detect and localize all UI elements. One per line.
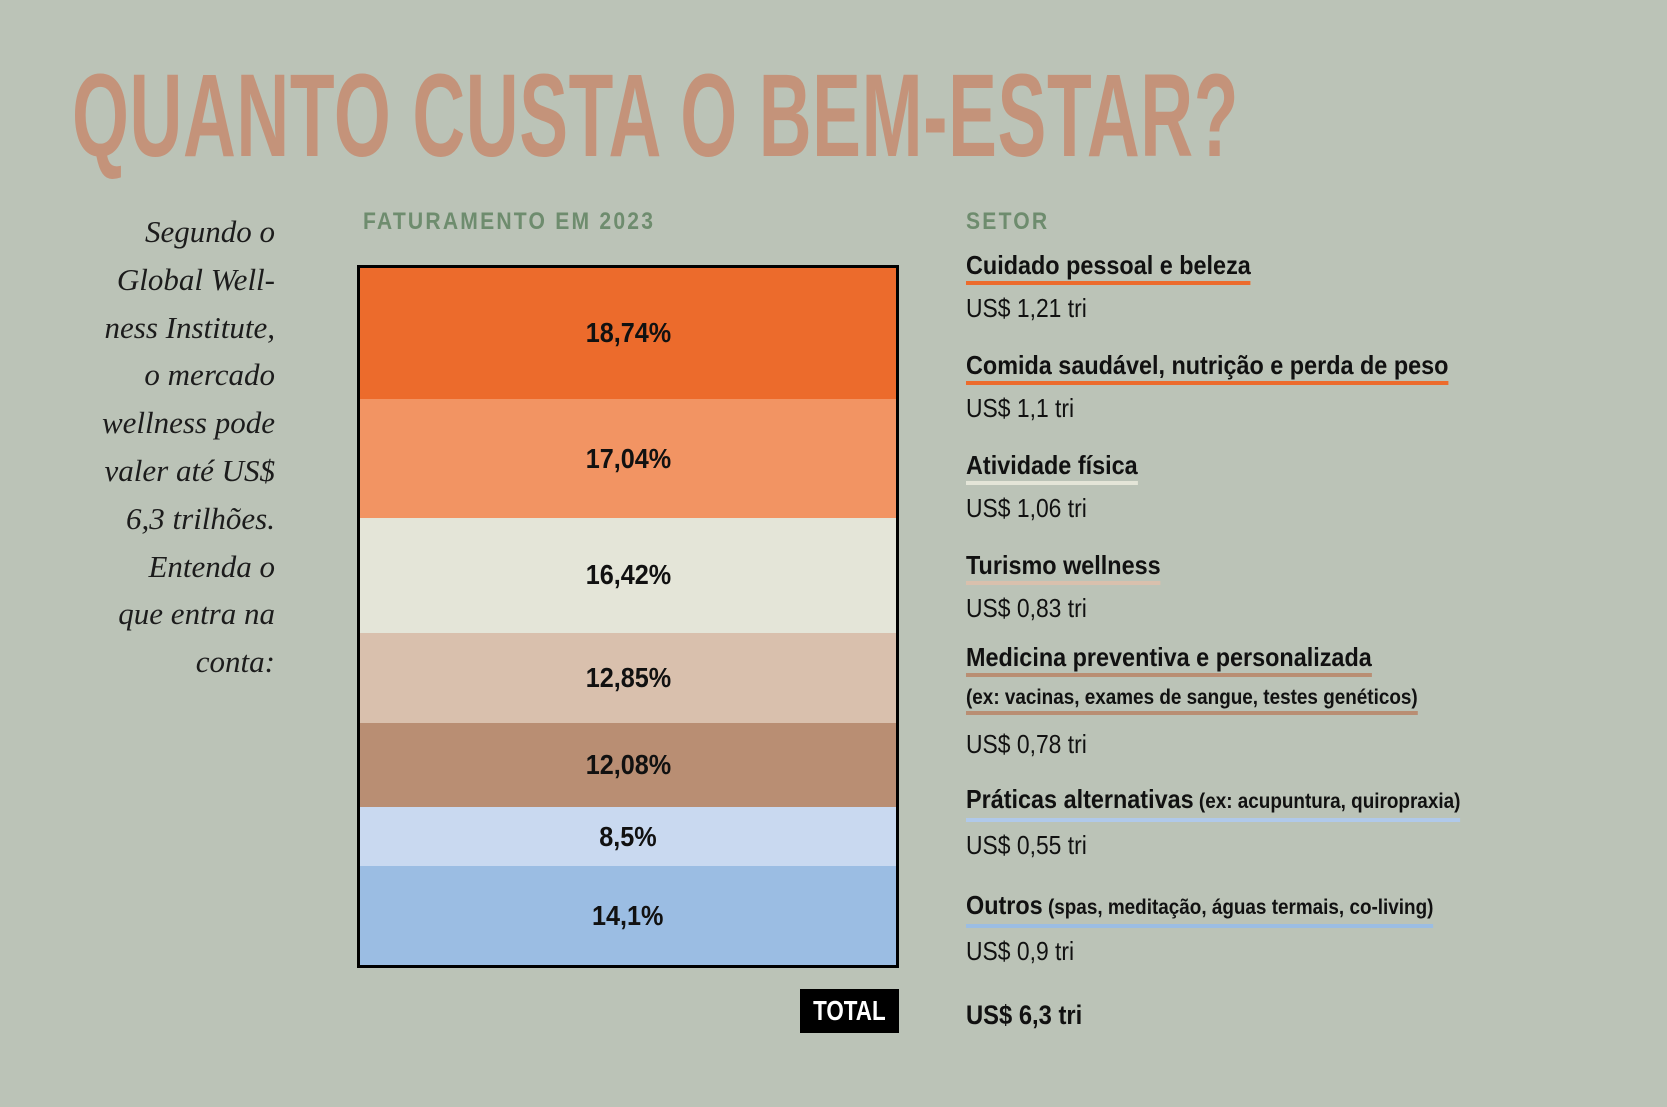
sector-name-text: Turismo wellness: [966, 550, 1161, 580]
sector-item: Atividade física US$ 1,06 tri: [966, 450, 1157, 523]
data-label: 18,74%: [585, 317, 671, 349]
sector-name-text: Cuidado pessoal e beleza: [966, 250, 1251, 280]
sector-note: (ex: acupuntura, quiropraxia): [1193, 790, 1461, 813]
sector-name: Medicina preventiva e personalizada: [966, 642, 1372, 677]
sector-item: Comida saudável, nutrição e perda de pes…: [966, 350, 1502, 423]
sector-item: Turismo wellness US$ 0,83 tri: [966, 550, 1182, 623]
intro-line: Global Well-: [116, 261, 275, 297]
bar-segment: 12,85%: [360, 632, 896, 723]
intro-line: conta:: [195, 644, 275, 680]
sector-name-text: Atividade física: [966, 450, 1138, 480]
total-value: US$ 6,3 tri: [966, 1000, 1083, 1030]
data-label: 12,08%: [585, 748, 671, 780]
intro-line: wellness pode: [101, 405, 275, 441]
sector-name-text: Outros: [966, 890, 1043, 920]
intro-text: Segundo o Global Well-ness Institute, o me…: [40, 208, 275, 686]
data-label: 14,1%: [592, 899, 664, 931]
sector-name: Outros (spas, meditação, águas termais, …: [966, 890, 1434, 928]
sector-item: Cuidado pessoal e beleza US$ 1,21 tri: [966, 250, 1282, 323]
data-label: 8,5%: [599, 820, 657, 852]
page-title: QUANTO CUSTA O BEM-ESTAR?: [72, 50, 1240, 182]
sector-value: US$ 1,1 tri: [966, 393, 1075, 423]
bar-segment: 14,1%: [360, 866, 896, 965]
sector-name-text: Medicina preventiva e personalizada: [966, 642, 1372, 672]
sector-name-text: Comida saudável, nutrição e perda de pes…: [966, 350, 1449, 380]
data-label: 17,04%: [585, 442, 671, 474]
intro-line: valer até US$: [104, 452, 275, 488]
sector-name: Turismo wellness: [966, 550, 1161, 585]
sector-value: US$ 0,9 tri: [966, 936, 1075, 966]
bar-segment: 8,5%: [360, 807, 896, 867]
sector-name: Cuidado pessoal e beleza: [966, 250, 1251, 285]
sector-note: (spas, meditação, águas termais, co-livi…: [1042, 896, 1434, 919]
bar-segment: 16,42%: [360, 518, 896, 633]
sector-name-text: Práticas alternativas: [966, 784, 1194, 814]
sector-name: Práticas alternativas (ex: acupuntura, q…: [966, 784, 1461, 822]
intro-line: 6,3 trilhões.: [126, 500, 275, 536]
intro-line: que entra na: [118, 596, 275, 632]
sector-name: Atividade física: [966, 450, 1138, 485]
sector-value: US$ 1,06 tri: [966, 493, 1087, 523]
sector-item: Outros (spas, meditação, águas termais, …: [966, 890, 1485, 966]
intro-line: ness Institute,: [104, 309, 276, 345]
bar-segment: 18,74%: [360, 268, 896, 399]
bar-segment: 17,04%: [360, 398, 896, 519]
intro-line: Entenda o: [148, 548, 275, 584]
sector-value: US$ 0,78 tri: [966, 729, 1087, 759]
total-badge: TOTAL: [800, 989, 899, 1033]
sector-value: US$ 1,21 tri: [966, 293, 1087, 323]
sector-name: Comida saudável, nutrição e perda de pes…: [966, 350, 1449, 385]
sector-header: SETOR: [966, 208, 1050, 235]
intro-line: Segundo o: [144, 214, 275, 249]
bar-segment: 12,08%: [360, 722, 896, 808]
data-label: 12,85%: [585, 661, 671, 693]
sector-value: US$ 0,55 tri: [966, 830, 1087, 860]
sector-subnote: (ex: vacinas, exames de sangue, testes g…: [966, 685, 1418, 715]
sector-value: US$ 0,83 tri: [966, 593, 1087, 623]
stacked-bar: 18,74% 17,04% 16,42% 12,85% 12,08% 8,5% 14,1%: [357, 265, 899, 968]
sector-item: Medicina preventiva e personalizada (ex: …: [966, 642, 1468, 759]
chart-title: FATURAMENTO EM 2023: [363, 208, 656, 235]
total-label: TOTAL: [813, 995, 886, 1026]
data-label: 16,42%: [585, 559, 671, 591]
intro-line: o mercado: [144, 357, 275, 393]
sector-item: Práticas alternativas (ex: acupuntura, q…: [966, 784, 1515, 860]
